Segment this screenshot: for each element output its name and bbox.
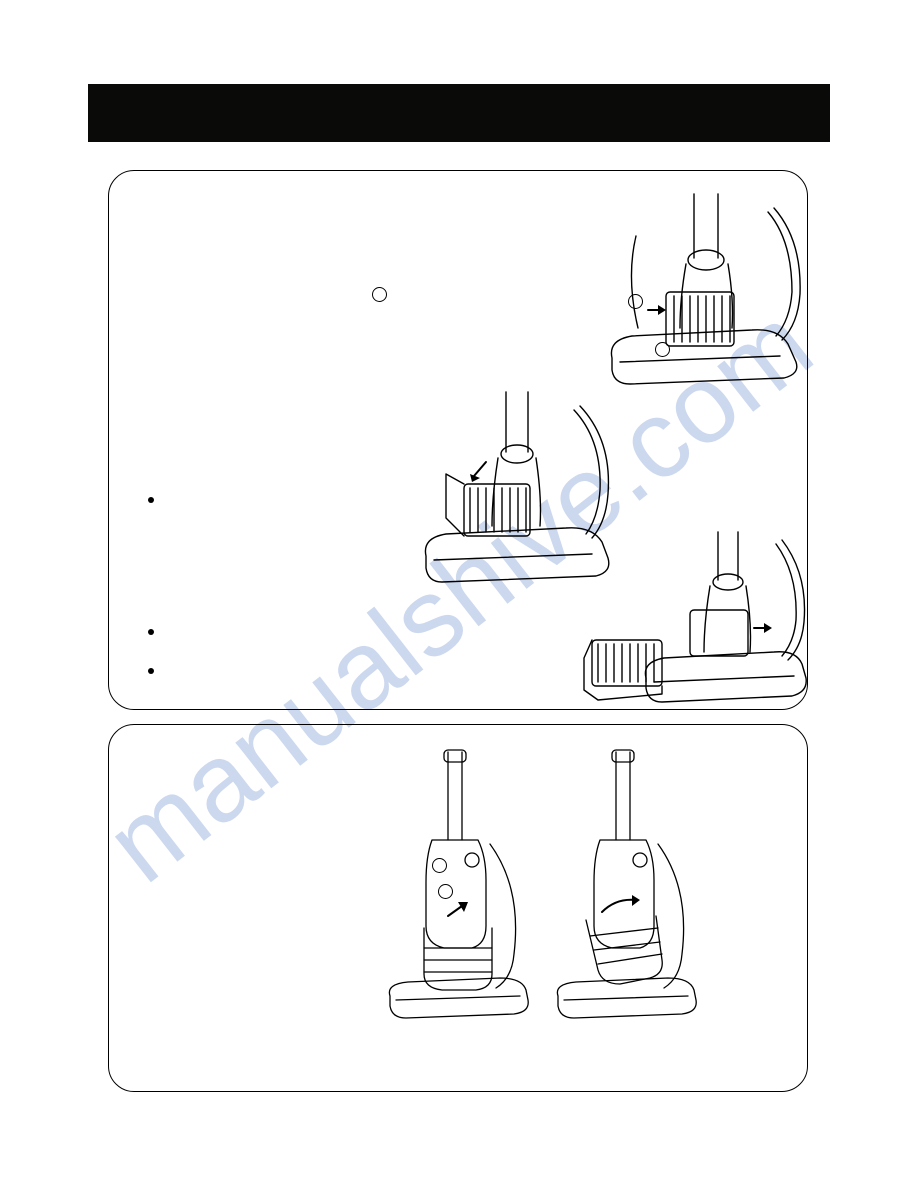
vacuum-illustration-4 — [372, 748, 532, 1020]
bullet — [148, 629, 154, 635]
vacuum-illustration-3 — [582, 530, 808, 706]
header-bar — [88, 84, 830, 142]
vacuum-illustration-1 — [602, 188, 806, 392]
callout-circle — [372, 287, 387, 302]
vacuum-illustration-5 — [540, 748, 700, 1020]
bullet — [148, 497, 154, 503]
bullet — [148, 668, 154, 674]
